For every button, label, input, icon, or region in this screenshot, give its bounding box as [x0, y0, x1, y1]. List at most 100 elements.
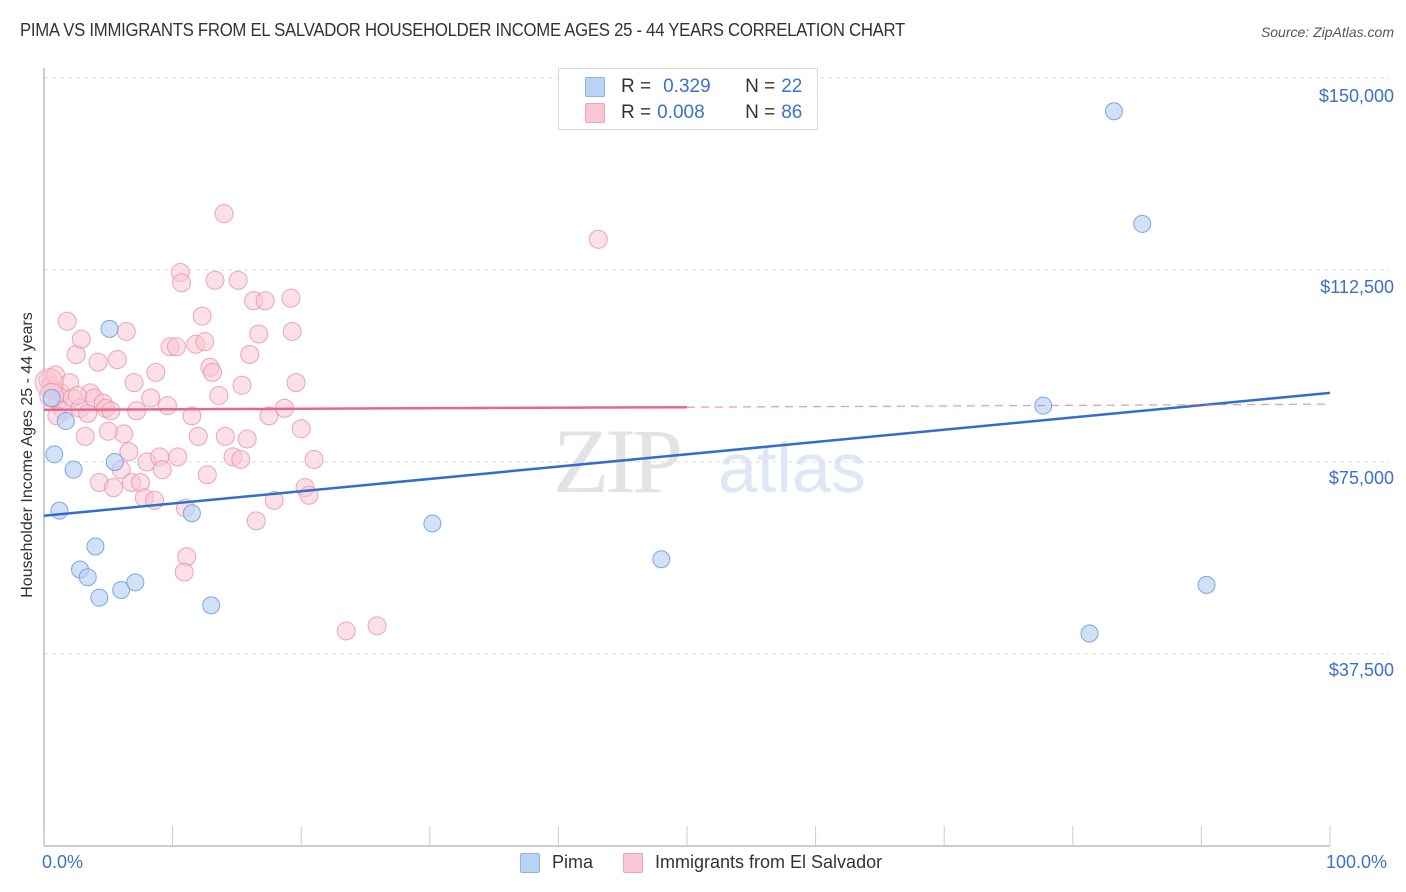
- pima-point: [78, 568, 97, 587]
- pima-point: [1080, 624, 1099, 643]
- watermark-atlas: atlas: [718, 429, 866, 507]
- salvador-point: [231, 449, 251, 469]
- legend-label-pima: Pima: [552, 852, 594, 872]
- pima-point: [56, 412, 75, 431]
- salvador-point: [71, 329, 91, 349]
- pima-points: [42, 102, 1216, 643]
- axes: [43, 68, 1331, 847]
- salvador-point: [98, 421, 118, 441]
- pima-point: [1133, 214, 1152, 233]
- salvador-point: [214, 204, 234, 224]
- pima-point: [652, 550, 671, 569]
- legend-r-label: R =: [621, 76, 652, 97]
- salvador-swatch-icon: [585, 103, 605, 123]
- x-tick-0: 0.0%: [42, 852, 84, 872]
- salvador-point: [188, 426, 208, 446]
- y-tick-150000: $150,000: [1318, 86, 1394, 106]
- y-tick-112500: $112,500: [1320, 277, 1394, 297]
- salvador-point: [282, 321, 302, 341]
- salvador-point: [116, 321, 136, 341]
- salvador-point: [304, 449, 324, 469]
- salvador-point: [336, 621, 356, 641]
- salvador-point: [124, 373, 144, 393]
- salvador-point: [107, 350, 127, 370]
- salvador-point: [146, 362, 166, 382]
- salvador-point: [157, 396, 177, 416]
- salvador-point: [172, 273, 192, 293]
- salvador-point: [209, 385, 229, 405]
- pima-point: [126, 573, 145, 592]
- legend-item-salvador[interactable]: Immigrants from El Salvador: [623, 852, 882, 873]
- legend-r-value: 0.008: [657, 102, 705, 123]
- salvador-point: [237, 429, 257, 449]
- pima-point: [42, 389, 61, 407]
- salvador-point: [259, 406, 279, 426]
- salvador-points: [34, 204, 608, 641]
- salvador-point: [182, 406, 202, 426]
- pima-point: [1197, 575, 1216, 594]
- pima-point: [112, 581, 131, 599]
- legend-n-label: N =: [745, 102, 776, 123]
- legend-label-salvador: Immigrants from El Salvador: [655, 852, 883, 872]
- legend-n-label: N =: [745, 76, 776, 97]
- pima-point: [100, 319, 119, 338]
- pima-point: [182, 504, 201, 523]
- chart-title: PIMA VS IMMIGRANTS FROM EL SALVADOR HOUS…: [20, 20, 905, 40]
- salvador-point: [174, 562, 194, 582]
- salvador-trend-line: [43, 405, 688, 412]
- legend-r-label: R =: [621, 102, 652, 123]
- x-tick-100: 100.0%: [1326, 852, 1388, 872]
- salvador-point: [168, 447, 188, 467]
- salvador-point: [202, 362, 222, 382]
- salvador-trend-extension: [686, 403, 1331, 408]
- legend-item-pima[interactable]: Pima: [520, 852, 593, 873]
- salvador-point: [152, 460, 172, 480]
- pima-point: [45, 445, 64, 464]
- salvador-point: [127, 401, 147, 421]
- legend-row-pima: R = 0.329 N = 22: [585, 75, 802, 99]
- salvador-point: [103, 478, 123, 498]
- pima-point: [423, 514, 442, 533]
- salvador-point: [197, 465, 217, 485]
- source-label: Source: ZipAtlas.com: [1260, 24, 1394, 40]
- salvador-swatch-icon: [623, 852, 644, 873]
- legend-n-value: 86: [781, 102, 803, 123]
- salvador-point: [249, 324, 269, 344]
- y-tick-37500: $37,500: [1328, 660, 1394, 680]
- salvador-point: [232, 375, 252, 395]
- salvador-point: [195, 332, 215, 352]
- salvador-point: [57, 311, 77, 331]
- pima-swatch-icon: [520, 852, 540, 873]
- salvador-point: [205, 270, 225, 290]
- salvador-point: [192, 306, 212, 326]
- pima-point: [86, 537, 105, 556]
- legend-r-value: 0.329: [663, 76, 711, 97]
- salvador-point: [281, 288, 301, 308]
- correlation-legend: R = 0.329 N = 22 R = 0.008 N = 86: [558, 68, 818, 130]
- pima-point: [202, 596, 221, 615]
- trend-lines: [43, 391, 1331, 518]
- salvador-point: [588, 229, 608, 249]
- salvador-point: [141, 388, 161, 408]
- salvador-point: [166, 337, 186, 357]
- series-legend: Pima Immigrants from El Salvador: [520, 852, 912, 873]
- salvador-point: [75, 426, 95, 446]
- salvador-point: [286, 373, 306, 393]
- salvador-point: [215, 426, 235, 446]
- salvador-point: [101, 401, 121, 421]
- pima-point: [90, 588, 109, 607]
- salvador-point: [264, 490, 284, 510]
- pima-point: [105, 453, 124, 471]
- legend-n-value: 22: [781, 76, 803, 97]
- pima-point: [50, 501, 69, 520]
- salvador-point: [88, 352, 108, 372]
- legend-row-salvador: R = 0.008 N = 86: [585, 101, 802, 125]
- salvador-point: [240, 344, 260, 364]
- pima-point: [1104, 102, 1123, 121]
- y-tick-75000: $75,000: [1328, 468, 1394, 488]
- salvador-point: [291, 419, 311, 439]
- salvador-point: [67, 385, 87, 405]
- salvador-point: [367, 616, 387, 636]
- pima-swatch-icon: [585, 77, 605, 97]
